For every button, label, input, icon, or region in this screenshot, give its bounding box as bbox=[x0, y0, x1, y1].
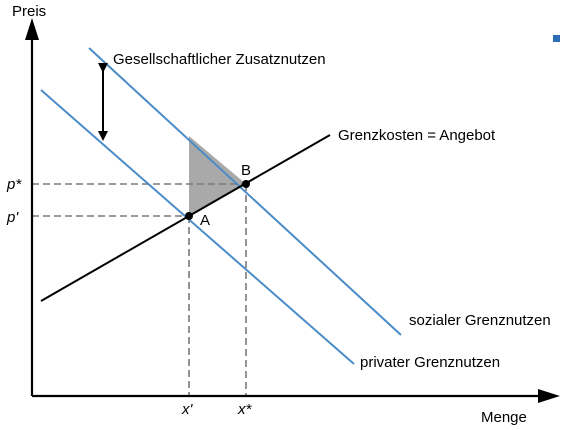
x-axis-label: Menge bbox=[481, 409, 527, 426]
private-marginal-benefit-label: privater Grenznutzen bbox=[360, 354, 500, 371]
point-a-label: A bbox=[200, 212, 210, 229]
price-prime-label: p' bbox=[6, 209, 19, 226]
y-axis-arrowhead bbox=[25, 18, 39, 40]
marginal-cost-supply-label: Grenzkosten = Angebot bbox=[338, 127, 496, 144]
price-star-label: p* bbox=[6, 176, 22, 193]
marginal-cost-supply-line bbox=[40, 134, 331, 302]
social-marginal-benefit-label: sozialer Grenznutzen bbox=[409, 312, 551, 329]
quantity-star-label: x* bbox=[237, 401, 253, 418]
welfare-gain-area bbox=[189, 136, 246, 216]
external-benefit-label: Gesellschaftlicher Zusatznutzen bbox=[113, 51, 326, 68]
quantity-prime-label: x' bbox=[181, 401, 194, 418]
y-axis-label: Preis bbox=[12, 3, 46, 20]
social-marginal-benefit-line bbox=[88, 47, 402, 336]
private-marginal-benefit-line bbox=[40, 89, 355, 365]
x-axis-arrowhead bbox=[538, 389, 560, 403]
point-b-marker bbox=[242, 180, 250, 188]
point-b-label: B bbox=[241, 162, 251, 179]
corner-marker bbox=[553, 35, 560, 42]
point-a-marker bbox=[185, 212, 193, 220]
